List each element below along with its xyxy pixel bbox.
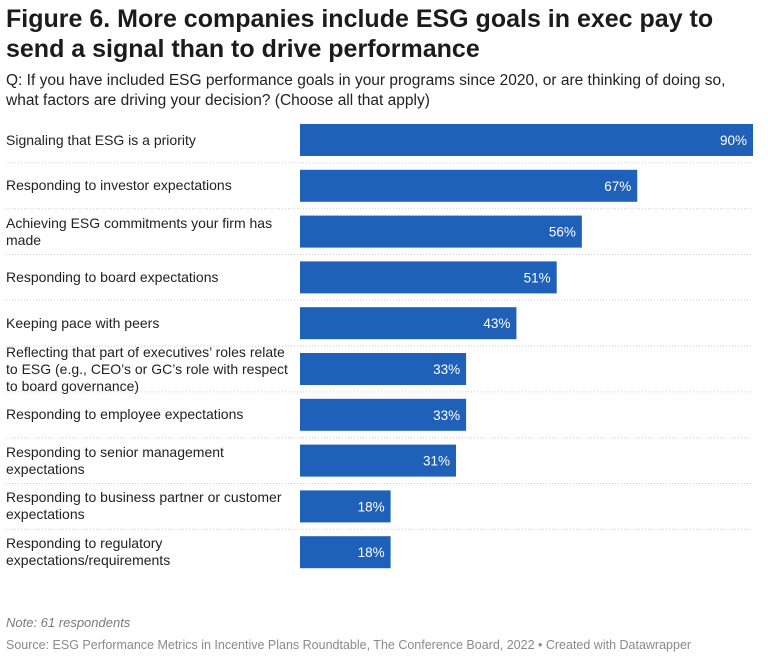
bar bbox=[300, 444, 457, 477]
category-label: Responding to senior management expectat… bbox=[6, 443, 224, 477]
category-label: Responding to regulatory expectations/re… bbox=[6, 535, 171, 569]
value-label: 18% bbox=[358, 499, 385, 514]
category-label: Responding to investor expectations bbox=[6, 177, 232, 194]
bar bbox=[300, 353, 467, 385]
bar bbox=[300, 261, 557, 294]
bar bbox=[300, 169, 638, 202]
bar bbox=[300, 398, 467, 431]
category-label: Responding to employee expectations bbox=[6, 406, 244, 423]
value-label: 51% bbox=[524, 270, 551, 285]
bar bbox=[300, 124, 753, 156]
bar bbox=[300, 536, 391, 569]
bar bbox=[300, 307, 517, 340]
chart-title: Figure 6. More companies include ESG goa… bbox=[6, 5, 714, 63]
chart-source: Source: ESG Performance Metrics in Incen… bbox=[6, 638, 692, 652]
chart-note: Note: 61 respondents bbox=[6, 615, 131, 630]
category-label: Responding to board expectations bbox=[6, 268, 219, 285]
value-label: 67% bbox=[604, 179, 631, 194]
value-label: 90% bbox=[720, 133, 747, 148]
value-label: 33% bbox=[433, 362, 460, 377]
category-label: Responding to business partner or custom… bbox=[6, 489, 282, 523]
bar bbox=[300, 215, 582, 248]
value-label: 56% bbox=[549, 225, 576, 240]
category-label: Signaling that ESG is a priority bbox=[6, 131, 196, 148]
category-label: Keeping pace with peers bbox=[6, 314, 160, 331]
bar bbox=[300, 490, 391, 523]
value-label: 43% bbox=[483, 316, 510, 331]
chart-subtitle: Q: If you have included ESG performance … bbox=[6, 72, 726, 109]
value-label: 33% bbox=[433, 408, 460, 423]
value-label: 18% bbox=[358, 545, 385, 560]
category-label: Achieving ESG commitments your firm has … bbox=[6, 214, 273, 248]
category-label: Reflecting that part of executives’ role… bbox=[6, 343, 288, 394]
value-label: 31% bbox=[423, 454, 450, 469]
